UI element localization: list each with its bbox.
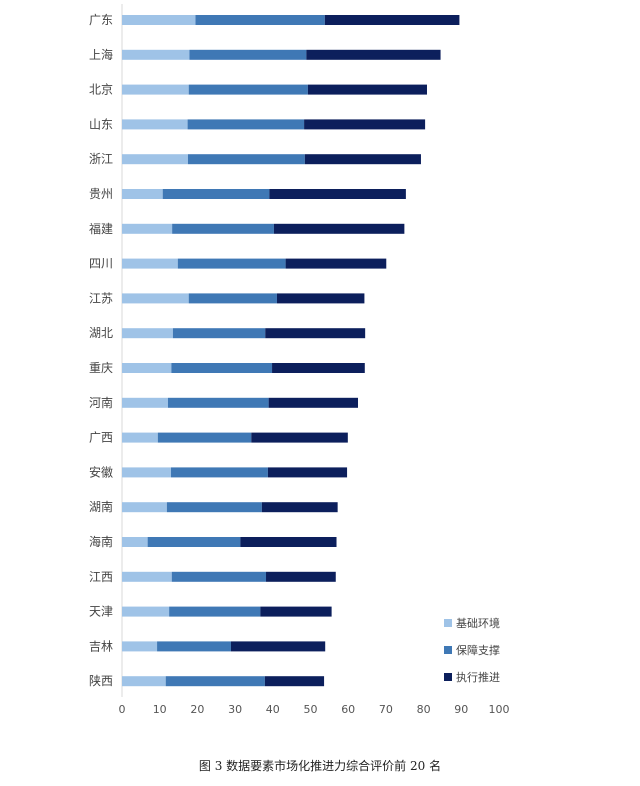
x-tick-label: 30 <box>228 703 242 716</box>
bar-segment <box>261 502 338 513</box>
category-label: 广西 <box>89 431 113 445</box>
legend-swatch <box>444 619 452 627</box>
bar-segment <box>171 467 268 478</box>
bar-segment <box>265 328 366 339</box>
category-label: 四川 <box>89 257 113 271</box>
bar-segment <box>195 15 325 25</box>
bar-segment <box>166 502 262 513</box>
category-label: 河南 <box>89 395 113 410</box>
category-label: 海南 <box>89 534 113 549</box>
bar-segment <box>304 154 421 165</box>
category-label: 福建 <box>89 221 113 236</box>
x-tick-label: 10 <box>153 703 167 716</box>
bar-segment <box>122 293 189 304</box>
bar-segment <box>188 293 277 304</box>
bar-segment <box>187 154 305 165</box>
legend-label: 保障支撑 <box>456 643 500 657</box>
bar-segment <box>188 84 308 95</box>
bar-segment <box>266 571 336 582</box>
bar-segment <box>147 537 241 547</box>
bar-segment <box>162 189 270 199</box>
bar-segment <box>122 467 172 478</box>
bar-segment <box>122 119 188 130</box>
x-tick-label: 70 <box>379 703 393 716</box>
x-tick-label: 100 <box>489 703 510 716</box>
bar-segment <box>122 676 166 687</box>
bar-segment <box>264 676 325 687</box>
x-tick-label: 0 <box>119 703 126 716</box>
bar-segment <box>177 258 286 269</box>
bar-segment <box>122 49 190 60</box>
bar-segment <box>122 189 163 199</box>
x-tick-label: 90 <box>454 703 468 716</box>
x-tick-label: 60 <box>341 703 355 716</box>
figure-caption: 图 3 数据要素市场化推进力综合评价前 20 名 <box>198 759 442 773</box>
bar-segment <box>157 641 231 652</box>
bar-segment <box>189 49 307 60</box>
bar-segment <box>273 223 405 234</box>
category-label: 陕西 <box>89 673 113 688</box>
bar-segment <box>272 363 365 373</box>
bar-segment <box>122 15 196 25</box>
bar-segment <box>122 537 148 547</box>
category-label: 山东 <box>89 117 113 131</box>
bar-segment <box>172 223 274 234</box>
x-tick-label: 40 <box>266 703 280 716</box>
category-label: 江苏 <box>89 291 113 305</box>
bar-segment <box>324 15 460 25</box>
category-label: 浙江 <box>89 152 113 166</box>
legend-swatch <box>444 646 452 654</box>
bar-segment <box>304 119 426 130</box>
bar-segment <box>122 363 172 373</box>
category-label: 贵州 <box>89 187 113 201</box>
bar-segment <box>267 467 348 478</box>
category-label: 安徽 <box>89 464 113 479</box>
bar-segment <box>260 606 332 617</box>
bar-segment <box>122 502 167 513</box>
category-label: 广东 <box>89 13 113 27</box>
category-label: 上海 <box>89 47 113 62</box>
stacked-bar-chart: 广东上海北京山东浙江贵州福建四川江苏湖北重庆河南广西安徽湖南海南江西天津吉林陕西… <box>89 4 510 716</box>
category-label: 江西 <box>89 570 113 584</box>
bar-segment <box>122 432 158 443</box>
category-label: 重庆 <box>89 361 113 375</box>
bar-segment <box>122 223 173 234</box>
bar-segment <box>307 84 427 95</box>
bar-segment <box>268 397 359 408</box>
bar-segment <box>122 606 170 617</box>
bar-segment <box>122 571 172 582</box>
bar-segment <box>157 432 252 443</box>
bar-segment <box>122 154 188 165</box>
bar-segment <box>122 641 158 652</box>
bar-segment <box>230 641 326 652</box>
bar-segment <box>167 397 269 408</box>
category-label: 湖南 <box>89 499 113 514</box>
legend-label: 基础环境 <box>456 616 500 630</box>
bar-segment <box>251 432 348 443</box>
bar-segment <box>171 363 273 373</box>
bar-segment <box>165 676 265 687</box>
bar-segment <box>306 49 441 60</box>
legend-swatch <box>444 673 452 681</box>
x-tick-label: 80 <box>417 703 431 716</box>
bar-segment <box>171 571 267 582</box>
bar-segment <box>187 119 305 130</box>
x-tick-label: 50 <box>304 703 318 716</box>
bar-segment <box>240 537 337 547</box>
bar-segment <box>285 258 387 269</box>
bar-segment <box>122 258 178 269</box>
bar-segment <box>122 397 168 408</box>
legend-label: 执行推进 <box>456 670 500 684</box>
bar-segment <box>172 328 266 339</box>
x-tick-label: 20 <box>190 703 204 716</box>
category-label: 湖北 <box>89 325 113 340</box>
bar-segment <box>169 606 261 617</box>
category-label: 天津 <box>89 605 113 619</box>
bar-segment <box>122 84 189 95</box>
bar-segment <box>276 293 365 304</box>
bar-segment <box>122 328 173 339</box>
category-label: 北京 <box>89 83 113 97</box>
category-label: 吉林 <box>89 639 113 653</box>
bar-segment <box>269 189 406 199</box>
